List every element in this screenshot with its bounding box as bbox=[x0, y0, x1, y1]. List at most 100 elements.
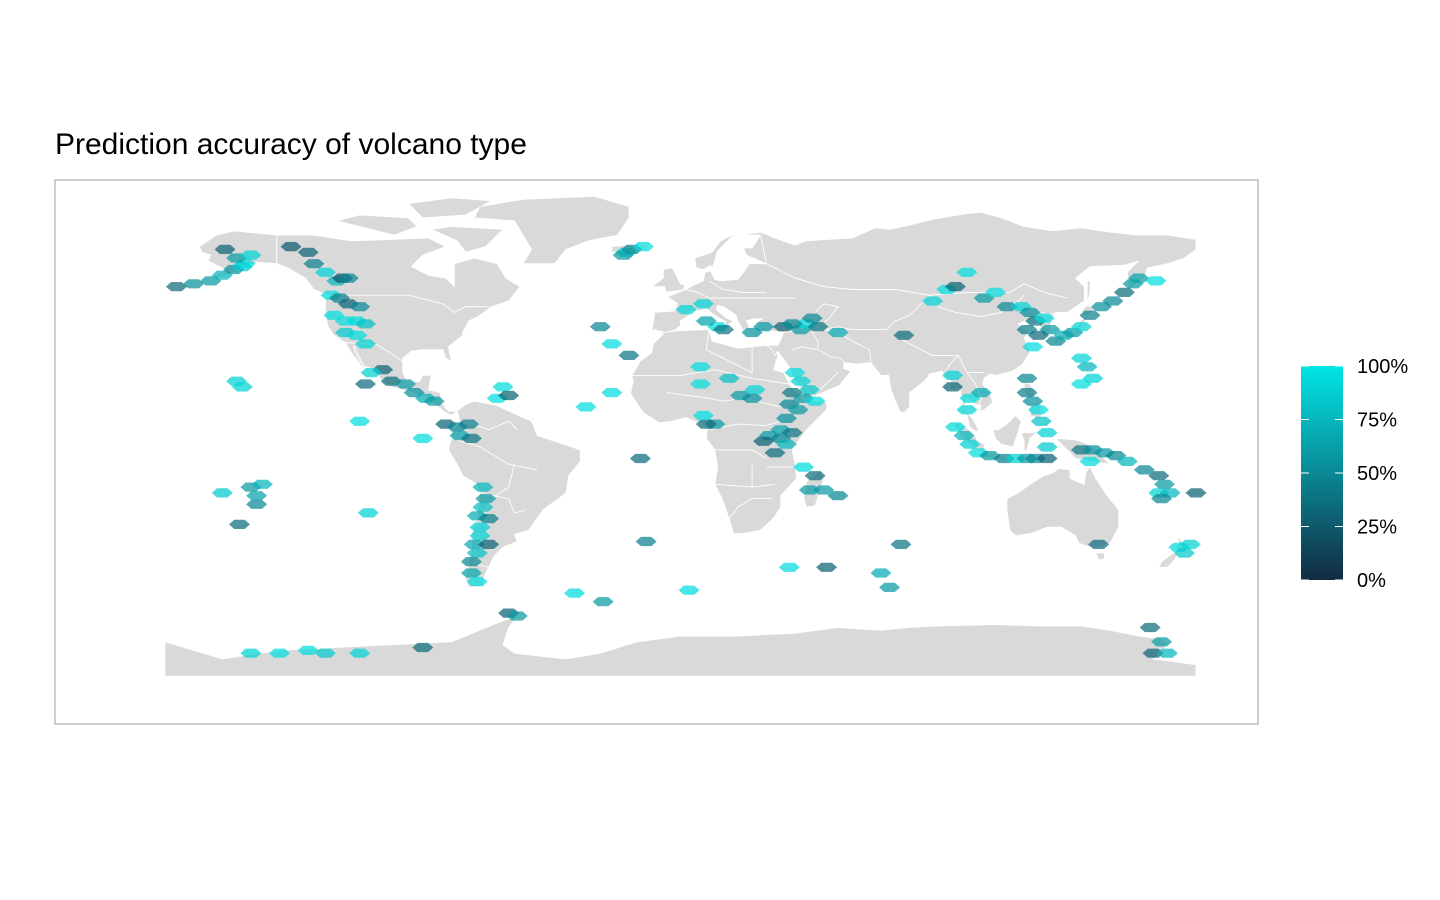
landmass bbox=[1095, 552, 1105, 561]
hexbin-cell bbox=[297, 645, 319, 655]
hexbin-cell bbox=[349, 416, 371, 426]
hexbin-cell bbox=[784, 368, 806, 378]
hexbin-cell bbox=[1079, 310, 1101, 320]
hexbin-cell bbox=[893, 330, 915, 340]
legend-tick-label: 50% bbox=[1357, 463, 1397, 485]
hexbin-cell bbox=[942, 370, 964, 380]
hexbin-cell bbox=[475, 494, 497, 504]
hexbin-cell bbox=[564, 588, 585, 598]
hexbin-cell bbox=[240, 648, 262, 658]
hexbin-cell bbox=[589, 322, 611, 332]
hexbin-cell bbox=[741, 393, 763, 403]
hexbin-cell bbox=[1088, 539, 1110, 549]
hexbin-cell bbox=[953, 431, 975, 441]
hexbin-cell bbox=[349, 302, 371, 312]
hexbin-cell bbox=[713, 325, 734, 335]
country-border bbox=[852, 294, 931, 331]
hexbin-cell bbox=[1113, 287, 1135, 297]
country-border bbox=[714, 449, 767, 459]
hexbin-cell bbox=[346, 330, 368, 340]
hexbin-cell bbox=[506, 611, 528, 621]
hexbin-cell bbox=[959, 439, 981, 449]
hexbin-cell bbox=[944, 422, 966, 432]
hexbin-cell bbox=[423, 396, 445, 406]
landmass bbox=[1020, 430, 1039, 452]
hexbin-cell bbox=[1128, 273, 1150, 283]
hexbin-cell bbox=[956, 405, 978, 415]
hexbin-cell bbox=[781, 319, 803, 329]
hexbin-cell bbox=[804, 471, 826, 481]
hexbin-cell bbox=[635, 536, 657, 547]
hexbin-cell bbox=[469, 522, 491, 532]
hexbin-cell bbox=[297, 247, 319, 257]
legend-tick-label: 75% bbox=[1357, 410, 1397, 432]
hexbin-cell bbox=[314, 648, 336, 658]
hexbin-cell bbox=[813, 485, 835, 495]
country-border bbox=[943, 355, 959, 376]
hexbin-cell bbox=[695, 419, 717, 429]
hexbin-cell bbox=[1151, 637, 1173, 647]
country-border bbox=[705, 329, 753, 374]
country-border bbox=[929, 294, 1025, 318]
hexbin-cell bbox=[816, 562, 838, 572]
hexbin-cell bbox=[1019, 307, 1041, 317]
hexbin-cell bbox=[337, 273, 359, 283]
legend-ticks: 0% 25% 50% 75% 100% bbox=[1301, 356, 1408, 592]
hexbin-cell bbox=[355, 339, 376, 349]
hexbin-cell bbox=[1030, 416, 1052, 426]
hexbin-cell bbox=[879, 582, 901, 592]
landmass bbox=[1006, 465, 1120, 548]
landmass bbox=[992, 414, 1022, 448]
land-layer bbox=[164, 195, 1197, 677]
hexbin-cell bbox=[1016, 373, 1038, 383]
hexbin-cell bbox=[1070, 353, 1092, 363]
hexbin-cell bbox=[1016, 388, 1038, 398]
hexbin-cell bbox=[675, 305, 697, 315]
hexbin-cell bbox=[1022, 396, 1044, 406]
hexbin-cell bbox=[1116, 456, 1138, 466]
legend-tick-label: 100% bbox=[1357, 356, 1408, 378]
hexbin-cell bbox=[466, 577, 488, 587]
hexbin-cell bbox=[1142, 648, 1164, 658]
hexbin-cell bbox=[790, 376, 812, 386]
hexbin-cell bbox=[592, 597, 614, 607]
hexbin-cell bbox=[412, 433, 434, 443]
hexbin-cell bbox=[1174, 548, 1195, 558]
hexbin-cell bbox=[211, 488, 233, 498]
hexbin-cell bbox=[1145, 276, 1167, 286]
hexbin-layer bbox=[166, 242, 1207, 658]
hexbin-cell bbox=[1028, 405, 1049, 415]
hexbin-cell bbox=[1133, 465, 1155, 475]
hexbin-cell bbox=[1156, 648, 1178, 658]
hexbin-cell bbox=[827, 327, 849, 338]
hexbin-cell bbox=[231, 382, 253, 392]
hexbin-cell bbox=[1070, 322, 1092, 332]
legend-tick-label: 25% bbox=[1357, 517, 1397, 539]
hexbin-cell bbox=[269, 648, 291, 658]
hexbin-cell bbox=[985, 287, 1006, 297]
hexbin-cell bbox=[214, 244, 236, 254]
hexbin-cell bbox=[1070, 379, 1092, 389]
hexbin-cell bbox=[801, 313, 823, 323]
hexbin-cell bbox=[1148, 471, 1170, 481]
hexbin-cell bbox=[601, 388, 623, 398]
hexbin-cell bbox=[1036, 442, 1058, 452]
landmass bbox=[407, 197, 493, 219]
hexbin-cell bbox=[478, 514, 500, 524]
hexbin-cell bbox=[942, 382, 964, 392]
hexbin-cell bbox=[678, 585, 700, 595]
hexbin-cell bbox=[469, 531, 491, 541]
hexbin-cell bbox=[472, 482, 494, 492]
hexbin-cell bbox=[251, 479, 273, 489]
hexbin-cell bbox=[466, 548, 488, 558]
hexbin-cell bbox=[472, 502, 494, 512]
hexbin-cell bbox=[718, 373, 740, 383]
hexbin-cell bbox=[692, 299, 714, 309]
landmass bbox=[650, 267, 686, 293]
hexbin-cell bbox=[1033, 313, 1055, 323]
hexbin-cell bbox=[240, 250, 262, 260]
landmass bbox=[429, 226, 504, 253]
hexbin-cell bbox=[314, 267, 336, 277]
hexbin-cell bbox=[357, 508, 379, 518]
